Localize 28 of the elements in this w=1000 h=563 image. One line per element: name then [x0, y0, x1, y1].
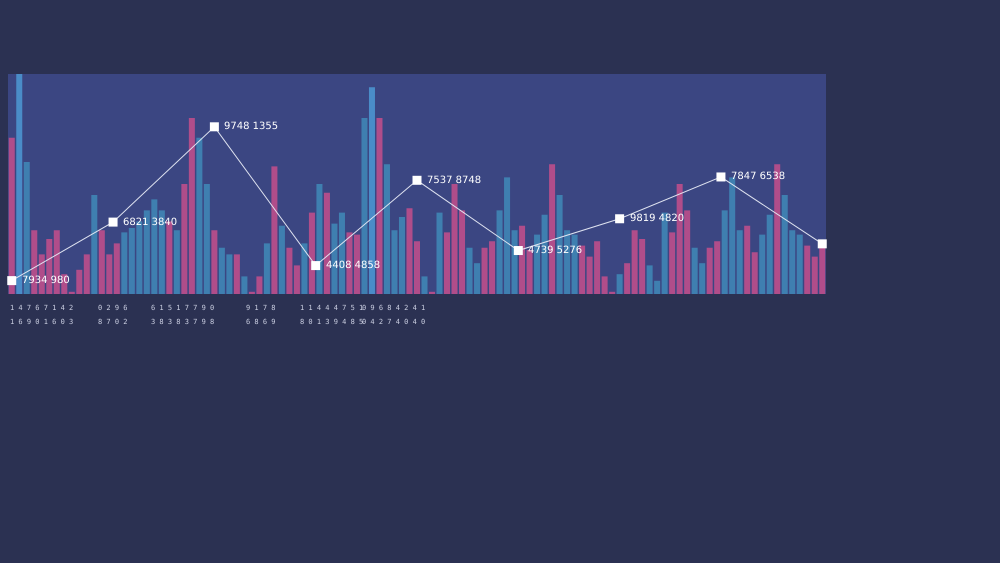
point: [7, 276, 16, 286]
bar: [174, 230, 180, 294]
bar: [234, 254, 240, 294]
bar: [308, 212, 315, 294]
point: [210, 122, 219, 132]
point: [311, 261, 320, 270]
annotation: 9748 1355: [224, 121, 278, 132]
bar: [91, 195, 98, 294]
bar: [264, 243, 270, 294]
point: [615, 214, 624, 224]
bar: [316, 184, 322, 294]
point: [108, 218, 118, 227]
bar: [8, 138, 15, 294]
bar: [211, 230, 218, 294]
annotation: 7537 8748: [427, 175, 482, 186]
point: [514, 246, 523, 256]
bar: [278, 226, 285, 294]
bar: [422, 276, 428, 294]
annotation: 6821 3840: [123, 217, 178, 228]
bar: [436, 212, 443, 294]
point: [818, 239, 827, 248]
point: [716, 172, 726, 182]
bar: [16, 74, 22, 294]
bar: [301, 243, 308, 294]
bar: [616, 274, 623, 294]
bar: [271, 166, 278, 294]
point: [412, 176, 422, 185]
bar: [241, 276, 248, 294]
